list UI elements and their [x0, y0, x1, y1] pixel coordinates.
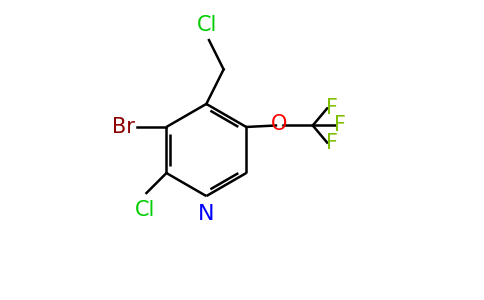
Text: Cl: Cl	[135, 200, 155, 220]
Text: F: F	[326, 98, 338, 118]
Text: O: O	[272, 114, 287, 134]
Text: N: N	[198, 203, 214, 224]
Text: F: F	[334, 115, 347, 135]
Text: F: F	[326, 134, 338, 153]
Text: Br: Br	[112, 117, 135, 137]
Text: Cl: Cl	[197, 15, 218, 35]
